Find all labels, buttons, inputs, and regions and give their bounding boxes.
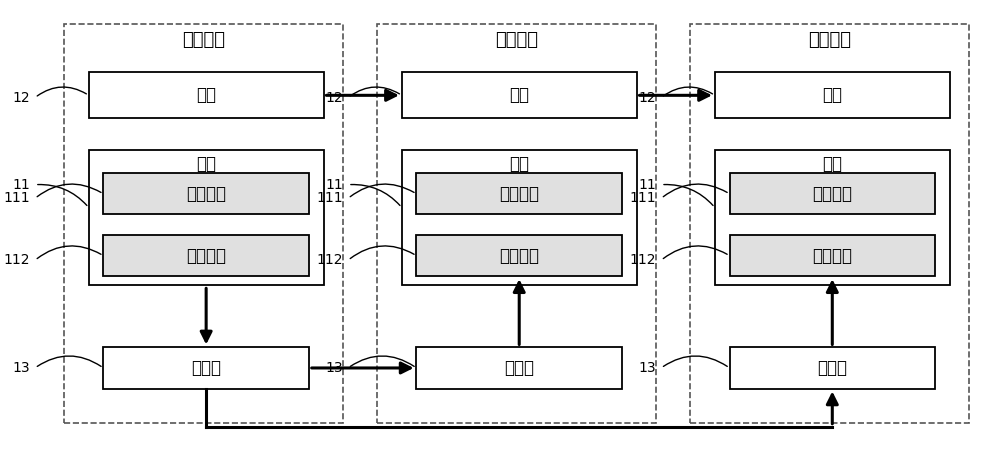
- Bar: [103, 235, 309, 276]
- Bar: [416, 235, 622, 276]
- Text: 第一元件: 第一元件: [499, 185, 539, 203]
- Text: 应用: 应用: [196, 86, 216, 104]
- Text: 13: 13: [325, 361, 343, 375]
- Bar: [64, 24, 343, 423]
- Bar: [730, 173, 935, 214]
- Bar: [715, 72, 950, 118]
- Text: 元件: 元件: [509, 155, 529, 173]
- Bar: [377, 24, 656, 423]
- Text: 第一元件: 第一元件: [812, 185, 852, 203]
- Text: 基线包: 基线包: [504, 359, 534, 377]
- Text: 应用: 应用: [822, 86, 842, 104]
- Bar: [416, 347, 622, 389]
- Text: 11: 11: [638, 177, 656, 192]
- Text: 13: 13: [12, 361, 30, 375]
- Text: 112: 112: [317, 253, 343, 267]
- Text: 112: 112: [4, 253, 30, 267]
- Text: 11: 11: [12, 177, 30, 192]
- Bar: [715, 150, 950, 285]
- Text: 111: 111: [316, 191, 343, 206]
- Text: 112: 112: [630, 253, 656, 267]
- Text: 12: 12: [639, 91, 656, 105]
- Text: 元件: 元件: [822, 155, 842, 173]
- Text: 第二元件: 第二元件: [499, 247, 539, 265]
- Bar: [103, 347, 309, 389]
- Bar: [730, 347, 935, 389]
- Text: 12: 12: [325, 91, 343, 105]
- Bar: [89, 72, 324, 118]
- Bar: [103, 173, 309, 214]
- Text: 13: 13: [639, 361, 656, 375]
- Text: 基线包: 基线包: [191, 359, 221, 377]
- Bar: [402, 150, 637, 285]
- Text: 12: 12: [12, 91, 30, 105]
- Text: 测试环境: 测试环境: [495, 31, 538, 49]
- Text: 111: 111: [3, 191, 30, 206]
- Text: 应用: 应用: [509, 86, 529, 104]
- Text: 生产环境: 生产环境: [808, 31, 851, 49]
- Bar: [402, 72, 637, 118]
- Text: 开发环境: 开发环境: [182, 31, 225, 49]
- Bar: [416, 173, 622, 214]
- Bar: [690, 24, 969, 423]
- Text: 第一元件: 第一元件: [186, 185, 226, 203]
- Text: 元件: 元件: [196, 155, 216, 173]
- Bar: [730, 235, 935, 276]
- Text: 第二元件: 第二元件: [812, 247, 852, 265]
- Text: 第二元件: 第二元件: [186, 247, 226, 265]
- Text: 11: 11: [325, 177, 343, 192]
- Text: 基线包: 基线包: [817, 359, 847, 377]
- Bar: [89, 150, 324, 285]
- Text: 111: 111: [630, 191, 656, 206]
